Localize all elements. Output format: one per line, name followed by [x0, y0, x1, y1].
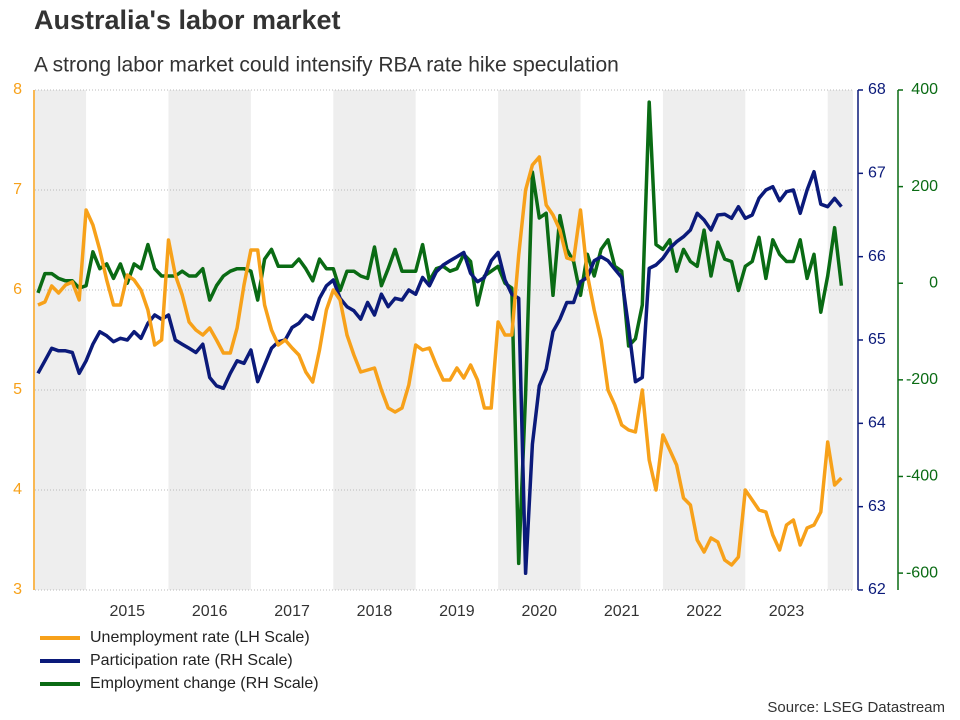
- x-tick-label: 2021: [604, 603, 640, 620]
- y2-tick-label: 65: [868, 331, 886, 348]
- y2-tick-label: 62: [868, 581, 886, 598]
- y3-tick-label: 200: [911, 178, 938, 195]
- year-band: [35, 90, 87, 590]
- source: Source: LSEG Datastream: [767, 699, 945, 716]
- y-tick-label: 7: [13, 181, 22, 198]
- y2-tick-label: 64: [868, 415, 886, 432]
- year-band: [333, 90, 416, 590]
- y3-tick-label: 0: [929, 274, 938, 291]
- series-line: [37, 155, 843, 567]
- legend-label: Unemployment rate (LH Scale): [90, 629, 310, 646]
- x-tick-label: 2019: [439, 603, 475, 620]
- x-tick-label: 2017: [274, 603, 310, 620]
- year-bands: [35, 90, 853, 590]
- year-band: [662, 90, 746, 590]
- y3-tick-label: -600: [906, 564, 938, 581]
- y-tick-label: 5: [13, 381, 22, 398]
- chart-subtitle: A strong labor market could intensify RB…: [34, 54, 619, 77]
- y-tick-label: 6: [13, 281, 22, 298]
- chart-title: Australia's labor market: [34, 5, 341, 35]
- x-tick-label: 2016: [192, 603, 228, 620]
- y3-tick-label: -400: [906, 468, 938, 485]
- x-tick-label: 2022: [686, 603, 722, 620]
- series-line: [36, 169, 843, 576]
- y2-tick-label: 63: [868, 498, 886, 515]
- y3-tick-label: -200: [906, 371, 938, 388]
- y-tick-label: 3: [13, 581, 22, 598]
- legend-label: Employment change (RH Scale): [90, 675, 319, 692]
- y2-tick-label: 67: [868, 165, 886, 182]
- x-tick-label: 2018: [357, 603, 393, 620]
- year-band: [168, 90, 251, 590]
- y-tick-label: 8: [13, 81, 22, 98]
- x-tick-label: 2015: [109, 603, 145, 620]
- x-tick-label: 2023: [769, 603, 805, 620]
- legend-label: Participation rate (RH Scale): [90, 652, 293, 669]
- y2-tick-label: 66: [868, 248, 886, 265]
- y2-tick-label: 68: [868, 81, 886, 98]
- x-tick-label: 2020: [521, 603, 557, 620]
- year-band: [827, 90, 853, 590]
- y3-tick-label: 400: [911, 81, 938, 98]
- y-tick-label: 4: [13, 481, 22, 498]
